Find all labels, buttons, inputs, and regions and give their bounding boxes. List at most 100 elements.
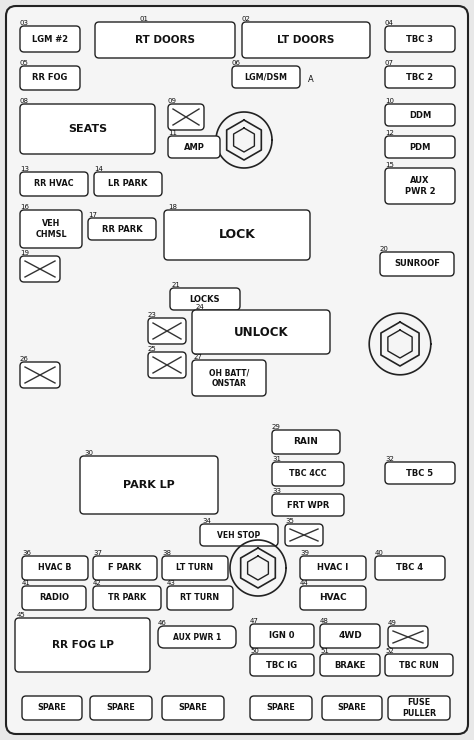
Text: 45: 45 xyxy=(17,612,26,618)
Text: 03: 03 xyxy=(20,20,29,26)
Text: 15: 15 xyxy=(385,162,394,168)
FancyBboxPatch shape xyxy=(385,654,453,676)
FancyBboxPatch shape xyxy=(192,360,266,396)
FancyBboxPatch shape xyxy=(22,586,86,610)
Text: 38: 38 xyxy=(162,550,171,556)
FancyBboxPatch shape xyxy=(94,172,162,196)
FancyBboxPatch shape xyxy=(162,556,228,580)
FancyBboxPatch shape xyxy=(20,66,80,90)
FancyBboxPatch shape xyxy=(242,22,370,58)
Text: RADIO: RADIO xyxy=(39,593,69,602)
Text: LOCK: LOCK xyxy=(219,229,255,241)
FancyBboxPatch shape xyxy=(90,696,152,720)
FancyBboxPatch shape xyxy=(170,288,240,310)
FancyBboxPatch shape xyxy=(285,524,323,546)
FancyBboxPatch shape xyxy=(200,524,278,546)
FancyBboxPatch shape xyxy=(250,654,314,676)
FancyBboxPatch shape xyxy=(15,618,150,672)
Text: 32: 32 xyxy=(385,456,394,462)
Text: TBC 2: TBC 2 xyxy=(406,73,434,81)
Text: 41: 41 xyxy=(22,580,31,586)
Text: SPARE: SPARE xyxy=(107,704,136,713)
FancyBboxPatch shape xyxy=(320,654,380,676)
FancyBboxPatch shape xyxy=(192,310,330,354)
FancyBboxPatch shape xyxy=(300,586,366,610)
FancyBboxPatch shape xyxy=(385,66,455,88)
FancyBboxPatch shape xyxy=(20,104,155,154)
Text: 06: 06 xyxy=(232,60,241,66)
Text: FUSE
PULLER: FUSE PULLER xyxy=(402,699,436,718)
Text: 14: 14 xyxy=(94,166,103,172)
Text: SPARE: SPARE xyxy=(179,704,207,713)
Text: HVAC: HVAC xyxy=(319,593,347,602)
Text: 35: 35 xyxy=(285,518,294,524)
FancyBboxPatch shape xyxy=(250,696,312,720)
Text: 19: 19 xyxy=(20,250,29,256)
Text: 23: 23 xyxy=(148,312,157,318)
Text: BRAKE: BRAKE xyxy=(334,661,365,670)
FancyBboxPatch shape xyxy=(93,586,161,610)
Text: PARK LP: PARK LP xyxy=(123,480,175,490)
Text: SPARE: SPARE xyxy=(337,704,366,713)
FancyBboxPatch shape xyxy=(20,362,60,388)
FancyBboxPatch shape xyxy=(88,218,156,240)
FancyBboxPatch shape xyxy=(20,256,60,282)
Text: F PARK: F PARK xyxy=(109,563,142,573)
Text: LR PARK: LR PARK xyxy=(109,180,148,189)
FancyBboxPatch shape xyxy=(385,26,455,52)
FancyBboxPatch shape xyxy=(385,104,455,126)
Text: IGN 0: IGN 0 xyxy=(269,631,295,641)
FancyBboxPatch shape xyxy=(162,696,224,720)
FancyBboxPatch shape xyxy=(80,456,218,514)
FancyBboxPatch shape xyxy=(385,136,455,158)
Text: 40: 40 xyxy=(375,550,384,556)
Text: 08: 08 xyxy=(20,98,29,104)
Text: 27: 27 xyxy=(194,354,203,360)
Text: HVAC I: HVAC I xyxy=(318,563,348,573)
FancyBboxPatch shape xyxy=(320,624,380,648)
Text: 31: 31 xyxy=(272,456,281,462)
Text: 26: 26 xyxy=(20,356,29,362)
FancyBboxPatch shape xyxy=(272,494,344,516)
Text: 21: 21 xyxy=(172,282,181,288)
Text: TBC 4: TBC 4 xyxy=(396,563,424,573)
Text: 01: 01 xyxy=(140,16,149,22)
Text: DDM: DDM xyxy=(409,110,431,119)
Text: VEH STOP: VEH STOP xyxy=(218,531,261,539)
Text: 02: 02 xyxy=(242,16,251,22)
Text: HVAC B: HVAC B xyxy=(38,563,72,573)
Text: 52: 52 xyxy=(385,648,394,654)
FancyBboxPatch shape xyxy=(95,22,235,58)
Text: TBC IG: TBC IG xyxy=(266,661,298,670)
Text: LOCKS: LOCKS xyxy=(190,295,220,303)
Text: 42: 42 xyxy=(93,580,102,586)
FancyBboxPatch shape xyxy=(375,556,445,580)
Text: 05: 05 xyxy=(20,60,29,66)
Text: 11: 11 xyxy=(168,130,177,136)
Text: 24: 24 xyxy=(196,304,205,310)
FancyBboxPatch shape xyxy=(20,172,88,196)
FancyBboxPatch shape xyxy=(380,252,454,276)
FancyBboxPatch shape xyxy=(232,66,300,88)
Text: 44: 44 xyxy=(300,580,309,586)
Text: FRT WPR: FRT WPR xyxy=(287,500,329,510)
Text: 49: 49 xyxy=(388,620,397,626)
Text: TBC 4CC: TBC 4CC xyxy=(289,469,327,479)
Text: 46: 46 xyxy=(158,620,167,626)
Text: VEH
CHMSL: VEH CHMSL xyxy=(35,219,67,239)
Text: 16: 16 xyxy=(20,204,29,210)
Text: 13: 13 xyxy=(20,166,29,172)
Text: 39: 39 xyxy=(300,550,309,556)
FancyBboxPatch shape xyxy=(388,626,428,648)
Text: 43: 43 xyxy=(167,580,176,586)
FancyBboxPatch shape xyxy=(250,624,314,648)
FancyBboxPatch shape xyxy=(22,556,88,580)
Text: 33: 33 xyxy=(272,488,281,494)
FancyBboxPatch shape xyxy=(148,318,186,344)
Text: RR HVAC: RR HVAC xyxy=(34,180,74,189)
Text: LGM #2: LGM #2 xyxy=(32,35,68,44)
Text: AUX PWR 1: AUX PWR 1 xyxy=(173,633,221,642)
Text: 07: 07 xyxy=(385,60,394,66)
Text: 37: 37 xyxy=(93,550,102,556)
Text: 36: 36 xyxy=(22,550,31,556)
